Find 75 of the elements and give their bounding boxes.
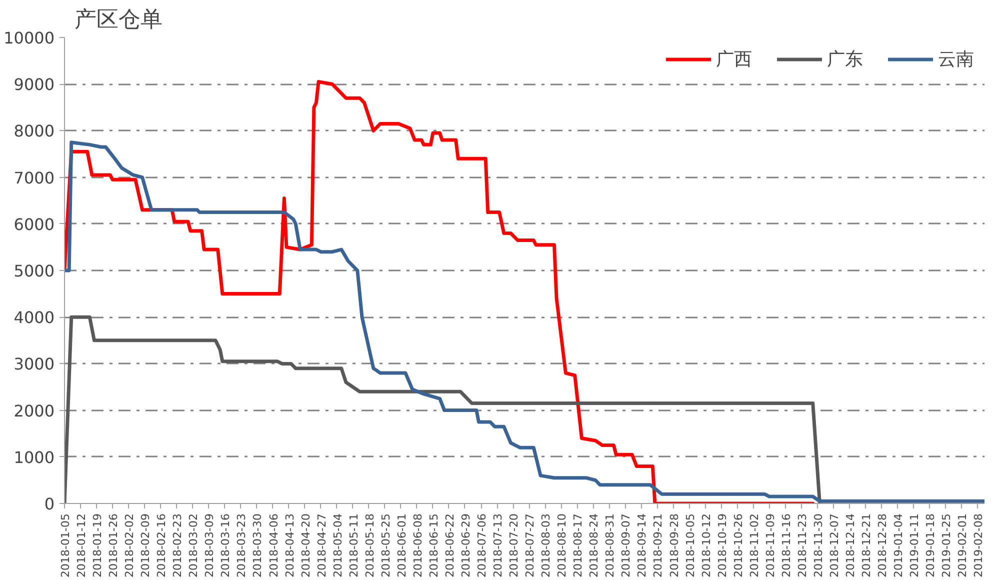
y-tick-label: 5000 <box>14 262 54 280</box>
x-tick-label: 2018-06-01 <box>395 513 408 578</box>
x-tick-label: 2018-08-10 <box>556 513 569 578</box>
x-tick-label: 2018-01-05 <box>59 513 72 578</box>
x-tick-label: 2018-11-16 <box>780 513 793 578</box>
x-tick-label: 2018-02-23 <box>171 513 184 578</box>
x-tick-label: 2018-07-27 <box>524 513 537 578</box>
chart-title: 产区仓单 <box>74 8 162 32</box>
x-tick-label: 2018-05-11 <box>347 513 360 578</box>
x-tick-label: 2018-06-08 <box>411 513 424 578</box>
x-tick-label: 2019-01-04 <box>892 513 906 578</box>
y-tick-label: 8000 <box>14 122 54 141</box>
x-tick-label: 2019-02-08 <box>972 513 986 578</box>
x-tick-label: 2018-06-22 <box>443 513 456 578</box>
x-tick-label: 2018-03-02 <box>187 513 200 578</box>
x-tick-label: 2018-07-20 <box>508 513 521 578</box>
x-tick-label: 2018-12-07 <box>828 513 841 578</box>
x-tick-label: 2019-02-01 <box>956 513 970 578</box>
x-tick-label: 2018-04-27 <box>315 513 328 578</box>
x-tick-label: 2018-05-25 <box>379 513 392 578</box>
y-tick-label: 6000 <box>14 214 54 234</box>
x-tick-label: 2018-09-28 <box>668 513 681 578</box>
x-tick-label: 2018-08-31 <box>604 513 617 578</box>
x-tick-label: 2018-08-17 <box>572 513 585 578</box>
x-tick-label: 2018-10-19 <box>716 513 729 578</box>
x-tick-label: 2018-11-09 <box>764 513 777 578</box>
y-tick-label: 7000 <box>14 168 54 188</box>
x-tick-label: 2018-07-13 <box>492 513 505 578</box>
y-tick-label: 9000 <box>14 75 54 94</box>
x-tick-label: 2018-03-09 <box>203 513 216 578</box>
x-tick-label: 2018-05-04 <box>331 513 344 578</box>
x-tick-label: 2018-03-23 <box>235 513 248 578</box>
x-tick-label: 2019-01-11 <box>908 513 922 578</box>
x-tick-label: 2018-09-14 <box>636 513 649 578</box>
x-tick-label: 2018-04-20 <box>299 513 312 578</box>
line-series <box>64 315 822 504</box>
y-tick-label: 1000 <box>14 448 54 467</box>
x-tick-label: 2018-06-15 <box>427 513 440 578</box>
legend-label: 云南 <box>938 48 974 71</box>
x-tick-label: 2018-12-14 <box>844 513 857 578</box>
y-tick-label: 10000 <box>4 28 55 48</box>
x-tick-label: 2018-02-02 <box>123 513 136 578</box>
x-tick-label: 2018-08-03 <box>540 513 553 578</box>
x-tick-label: 2018-02-16 <box>155 513 168 578</box>
x-tick-label: 2018-12-21 <box>860 513 873 578</box>
x-tick-label: 2018-04-13 <box>283 513 296 578</box>
x-tick-label: 2018-03-16 <box>219 513 232 578</box>
x-tick-label: 2018-05-18 <box>363 513 376 578</box>
y-tick-label: 0 <box>44 494 55 514</box>
y-tick-label: 2000 <box>14 401 54 420</box>
x-tick-label: 2018-09-07 <box>620 513 633 578</box>
line-series <box>64 80 815 504</box>
x-tick-label: 2019-01-25 <box>940 513 954 578</box>
x-tick-label: 2018-10-05 <box>684 513 697 578</box>
y-tick-label: 4000 <box>14 308 54 328</box>
x-tick-label: 2018-01-26 <box>107 513 120 578</box>
x-tick-label: 2018-07-06 <box>476 513 489 578</box>
x-tick-label: 2018-11-30 <box>812 513 825 578</box>
x-tick-label: 2018-01-19 <box>91 513 104 578</box>
x-tick-label: 2018-06-29 <box>459 513 472 578</box>
x-tick-label: 2018-04-06 <box>267 513 280 578</box>
x-tick-label: 2019-01-18 <box>924 513 938 578</box>
x-tick-label: 2018-01-12 <box>75 513 88 578</box>
x-tick-label: 2018-09-21 <box>652 513 665 578</box>
y-tick-label: 3000 <box>14 354 54 374</box>
x-tick-label: 2018-02-09 <box>139 513 152 578</box>
x-tick-label: 2018-11-23 <box>796 513 809 578</box>
x-tick-label: 2018-11-02 <box>748 513 761 578</box>
x-tick-label: 2018-10-26 <box>732 513 745 578</box>
legend-label: 广东 <box>827 48 863 71</box>
x-tick-label: 2018-10-12 <box>700 513 713 578</box>
x-tick-label: 2018-08-24 <box>588 513 601 578</box>
x-tick-label: 2018-03-30 <box>251 513 264 578</box>
legend-label: 广西 <box>716 48 752 71</box>
x-tick-label: 2018-12-28 <box>876 513 890 578</box>
